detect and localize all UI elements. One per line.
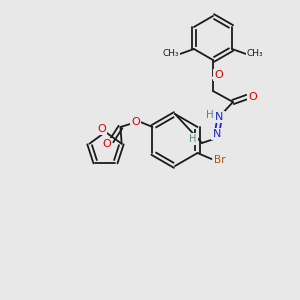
Text: O: O <box>249 92 257 102</box>
Text: O: O <box>131 117 140 127</box>
Text: N: N <box>215 112 223 122</box>
Text: CH₃: CH₃ <box>163 50 179 58</box>
Text: H: H <box>189 134 197 144</box>
Text: H: H <box>206 110 214 120</box>
Text: O: O <box>214 70 224 80</box>
Text: O: O <box>97 124 106 134</box>
Text: N: N <box>213 129 221 139</box>
Text: Br: Br <box>214 155 225 165</box>
Text: CH₃: CH₃ <box>247 50 263 58</box>
Text: O: O <box>102 139 111 149</box>
